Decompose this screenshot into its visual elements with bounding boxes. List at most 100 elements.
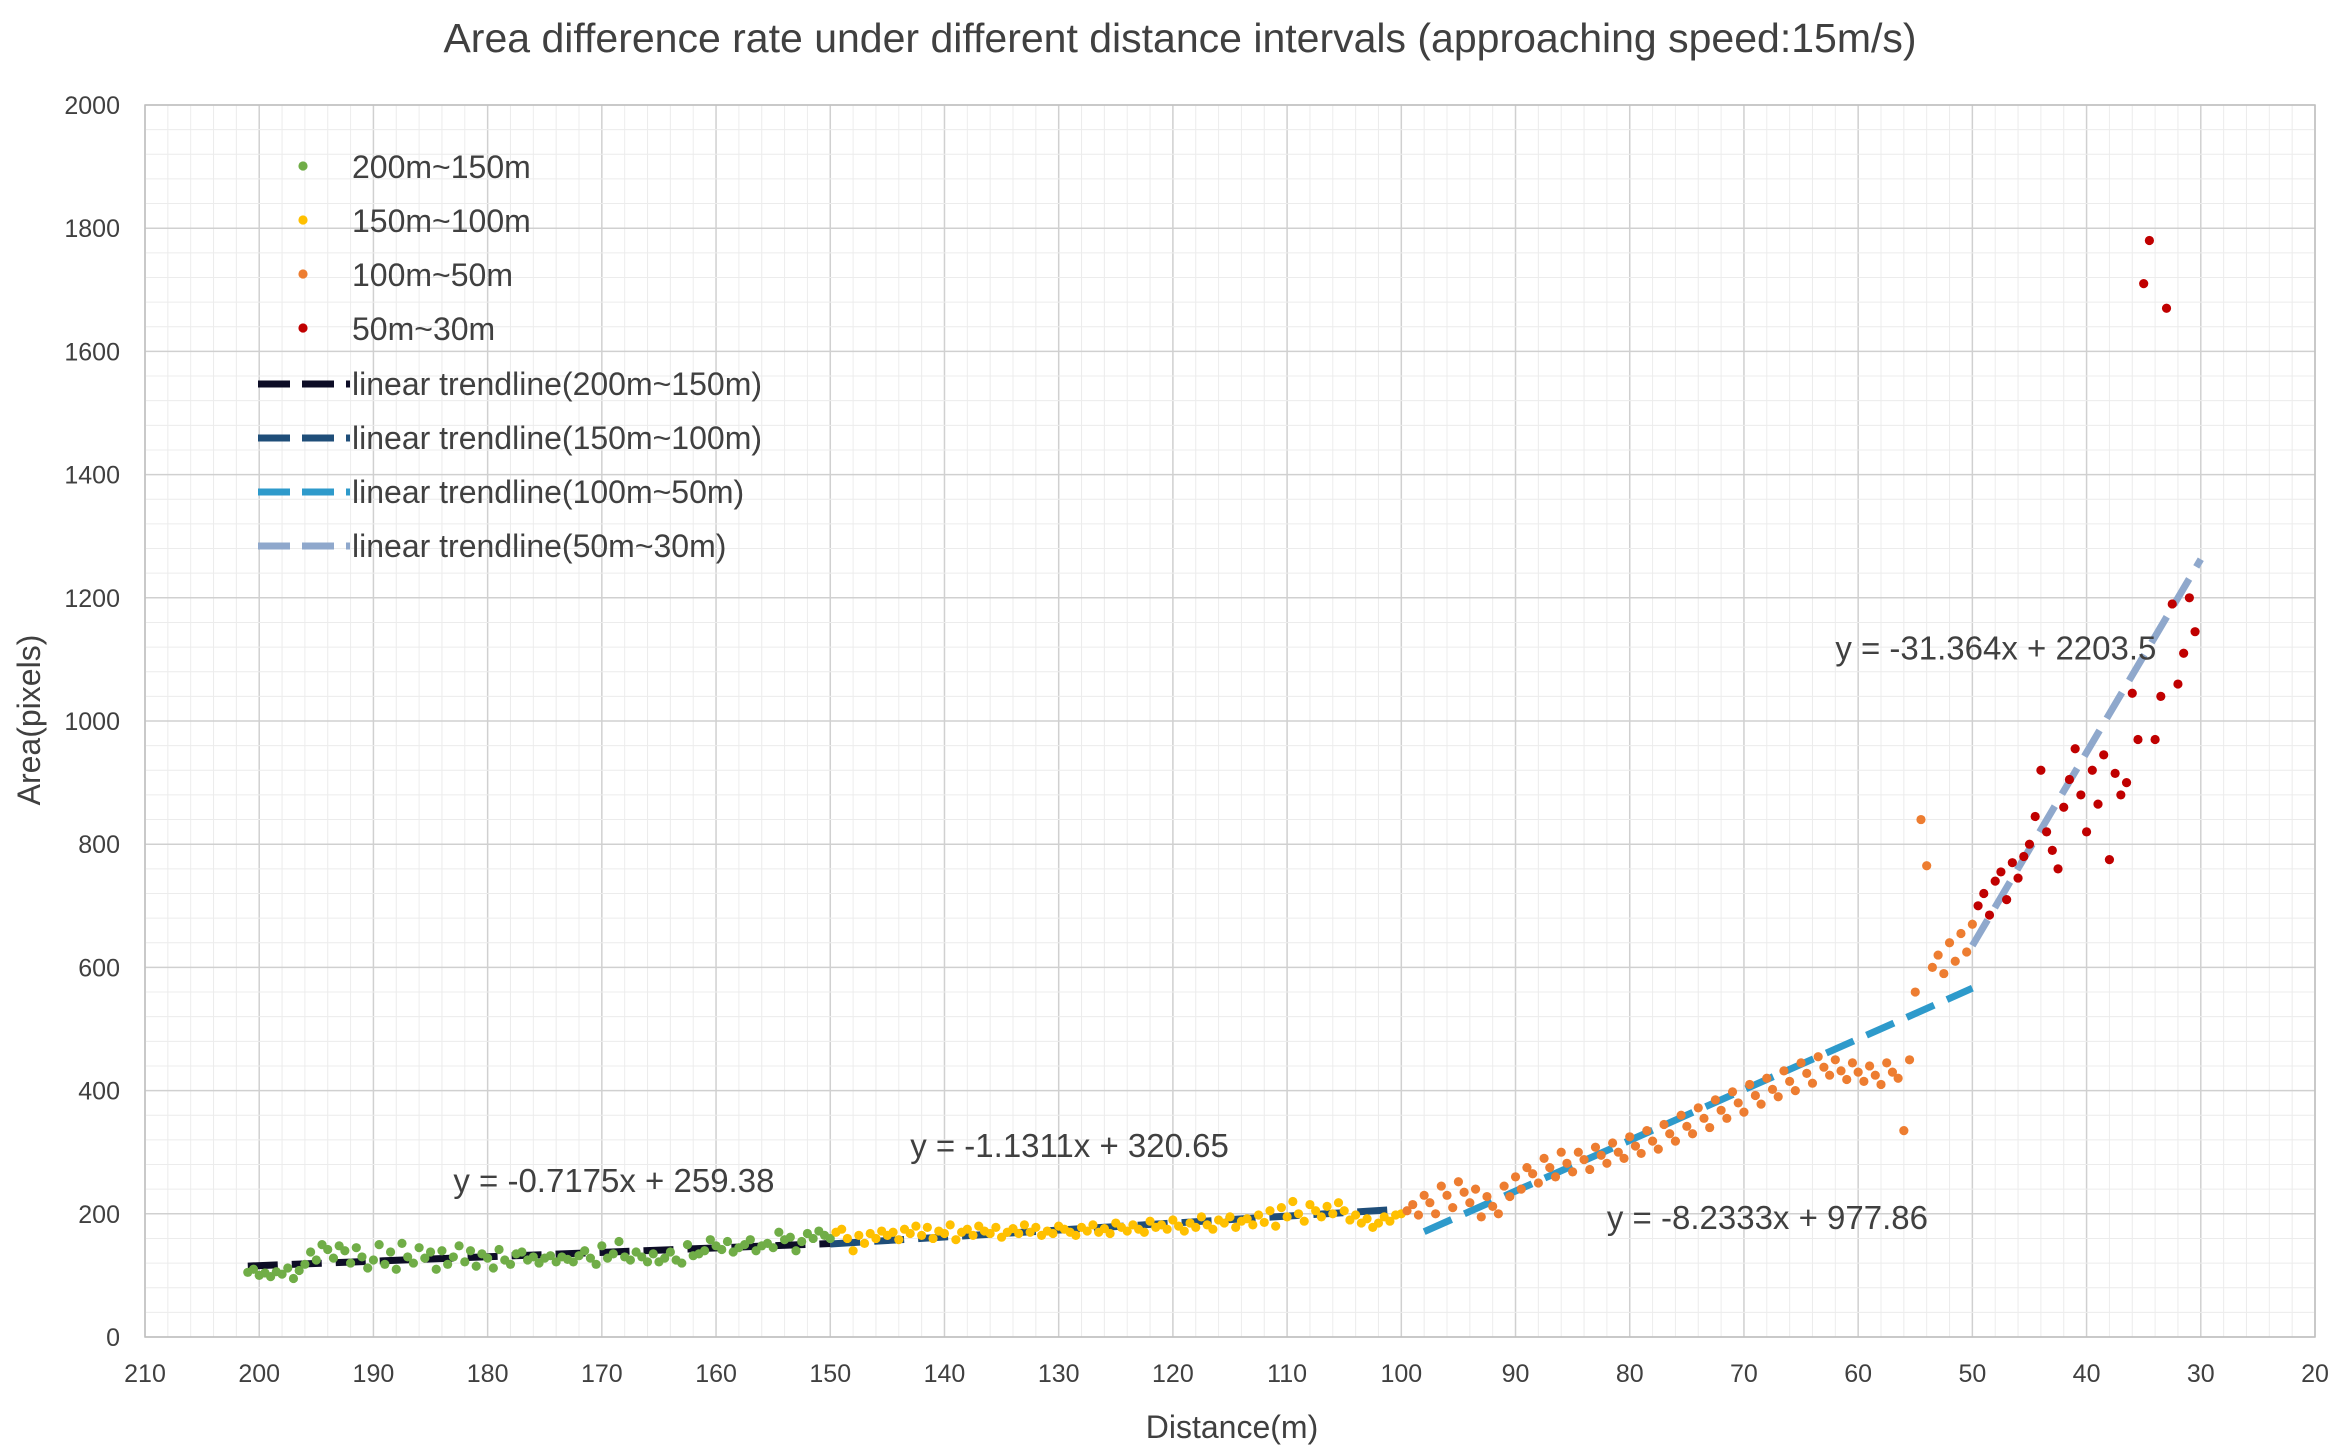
- data-point-series-2: [1351, 1210, 1361, 1220]
- data-point-series-3: [1402, 1206, 1412, 1216]
- x-tick-label: 200: [238, 1360, 280, 1388]
- data-point-series-4: [2081, 827, 2092, 837]
- data-point-series-3: [1676, 1110, 1686, 1120]
- y-tick-label: 2000: [64, 92, 120, 120]
- data-point-series-2: [939, 1228, 950, 1239]
- legend-label-series-3: 100m~50m: [352, 257, 513, 293]
- y-tick-label: 1800: [64, 215, 120, 243]
- data-point-series-1: [745, 1235, 755, 1245]
- data-point-series-3: [1556, 1147, 1566, 1157]
- data-point-series-3: [1510, 1172, 1521, 1182]
- data-point-series-3: [1647, 1136, 1658, 1146]
- data-point-series-3: [1813, 1052, 1823, 1062]
- x-axis-label: Distance(m): [1146, 1409, 1318, 1445]
- y-tick-label: 1400: [64, 462, 120, 490]
- legend-label-trendline-1: linear trendline(200m~150m): [352, 366, 762, 402]
- data-point-series-3: [1613, 1147, 1623, 1157]
- data-point-series-2: [1248, 1220, 1258, 1230]
- data-point-series-1: [408, 1258, 418, 1268]
- data-point-series-3: [1722, 1113, 1732, 1123]
- data-point-series-2: [894, 1235, 904, 1245]
- data-point-series-3: [1767, 1084, 1778, 1094]
- data-point-series-3: [1825, 1070, 1835, 1080]
- x-tick-label: 70: [1730, 1360, 1758, 1388]
- data-point-series-3: [1847, 1058, 1858, 1068]
- x-tick-label: 130: [1038, 1360, 1080, 1388]
- data-point-series-1: [431, 1264, 441, 1274]
- data-point-series-1: [528, 1252, 538, 1262]
- data-point-series-3: [1864, 1061, 1875, 1071]
- data-point-series-1: [460, 1257, 470, 1267]
- data-point-series-1: [488, 1263, 498, 1273]
- x-tick-label: 30: [2187, 1360, 2215, 1388]
- data-point-series-4: [2121, 778, 2132, 788]
- data-point-series-3: [1602, 1158, 1612, 1168]
- data-point-series-1: [448, 1252, 458, 1262]
- data-point-series-3: [1430, 1209, 1441, 1219]
- data-point-series-2: [1299, 1216, 1309, 1226]
- data-point-series-3: [1927, 962, 1937, 973]
- data-point-series-1: [397, 1238, 407, 1248]
- data-point-series-3: [1482, 1191, 1492, 1202]
- data-point-series-2: [1019, 1220, 1030, 1230]
- data-point-series-1: [791, 1246, 801, 1256]
- data-point-series-1: [700, 1246, 710, 1256]
- data-point-series-4: [2099, 750, 2109, 760]
- x-tick-label: 40: [2073, 1360, 2101, 1388]
- x-tick-label: 100: [1380, 1360, 1422, 1388]
- data-point-series-1: [785, 1232, 795, 1242]
- data-point-series-2: [1088, 1220, 1098, 1230]
- data-point-series-3: [1499, 1181, 1509, 1191]
- data-point-series-1: [425, 1247, 436, 1257]
- data-point-series-2: [837, 1224, 847, 1234]
- data-point-series-1: [323, 1244, 333, 1255]
- data-point-series-3: [1653, 1144, 1663, 1154]
- data-point-series-2: [854, 1230, 864, 1240]
- data-point-series-2: [1322, 1201, 1332, 1212]
- data-point-series-2: [1145, 1216, 1155, 1226]
- data-point-series-2: [1265, 1206, 1275, 1216]
- y-tick-label: 1200: [64, 585, 120, 613]
- data-point-series-4: [2167, 599, 2177, 609]
- data-point-series-1: [471, 1261, 481, 1271]
- data-point-series-2: [1208, 1224, 1218, 1234]
- data-point-series-1: [608, 1249, 618, 1259]
- data-point-series-1: [665, 1247, 675, 1257]
- data-point-series-4: [1979, 888, 1989, 899]
- data-point-series-4: [2104, 855, 2115, 865]
- y-tick-label: 1000: [64, 708, 120, 736]
- data-point-series-3: [1750, 1090, 1760, 1101]
- data-point-series-1: [483, 1253, 493, 1263]
- chart-title: Area difference rate under different dis…: [443, 15, 1916, 61]
- legend-marker-series-1: [298, 161, 308, 171]
- trendline-3: [1422, 985, 1974, 1235]
- data-point-series-3: [1944, 938, 1955, 948]
- data-point-series-4: [2087, 765, 2097, 775]
- data-point-series-3: [1859, 1076, 1869, 1086]
- x-tick-label: 50: [1958, 1360, 1986, 1388]
- data-point-series-3: [1665, 1129, 1675, 1139]
- data-point-series-2: [962, 1224, 972, 1234]
- data-point-series-2: [968, 1230, 978, 1240]
- data-point-series-2: [842, 1233, 852, 1244]
- x-tick-label: 180: [467, 1360, 509, 1388]
- data-point-series-3: [1853, 1067, 1863, 1077]
- data-point-series-3: [1956, 928, 1966, 939]
- data-point-series-3: [1733, 1098, 1743, 1108]
- data-point-series-2: [1225, 1212, 1235, 1222]
- data-point-series-1: [545, 1251, 556, 1261]
- data-point-series-3: [1910, 987, 1920, 997]
- data-point-series-1: [420, 1253, 430, 1263]
- data-point-series-2: [1253, 1210, 1264, 1220]
- data-point-series-3: [1545, 1163, 1555, 1173]
- data-point-series-4: [2064, 774, 2075, 785]
- data-point-series-3: [1659, 1119, 1669, 1130]
- x-tick-label: 90: [1502, 1360, 1530, 1388]
- data-point-series-1: [351, 1243, 361, 1253]
- data-point-series-2: [951, 1235, 961, 1245]
- data-point-series-2: [1293, 1209, 1304, 1219]
- data-point-series-4: [2173, 679, 2183, 689]
- data-point-series-3: [1670, 1136, 1681, 1146]
- x-tick-label: 160: [695, 1360, 737, 1388]
